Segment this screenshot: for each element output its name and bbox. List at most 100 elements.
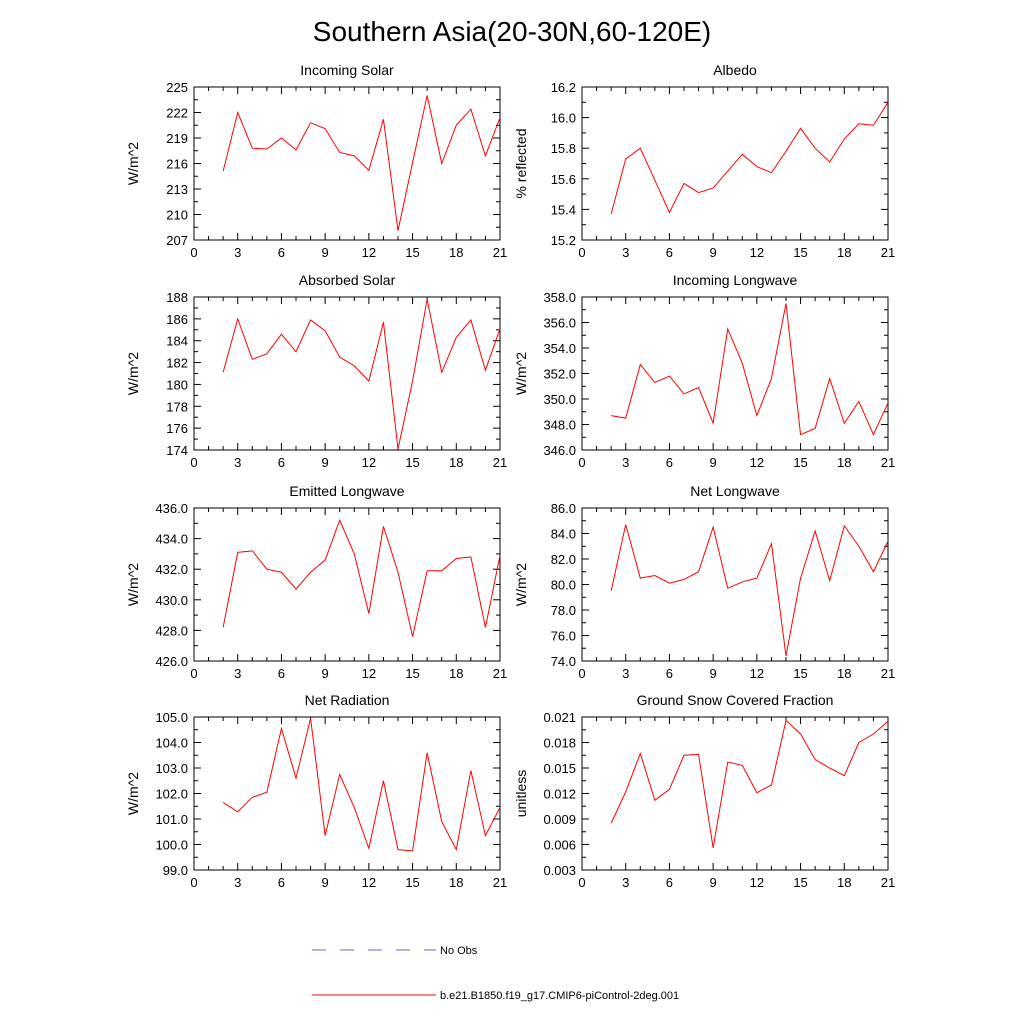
y-tick-label: 0.012 <box>543 787 576 802</box>
y-tick-label: 0.006 <box>543 838 576 853</box>
series-line <box>222 299 501 450</box>
series-line <box>610 719 889 848</box>
y-tick-label: 15.8 <box>551 141 576 156</box>
y-tick-label: 352.0 <box>543 367 576 382</box>
y-tick-label: 186 <box>166 312 188 327</box>
y-axis-label: W/m^2 <box>125 352 141 395</box>
x-tick-label: 21 <box>881 666 895 681</box>
x-tick-label: 0 <box>190 875 197 890</box>
y-axis-label: W/m^2 <box>513 352 529 395</box>
y-tick-label: 84.0 <box>551 527 576 542</box>
x-tick-label: 12 <box>750 245 764 260</box>
y-tick-label: 356.0 <box>543 316 576 331</box>
x-tick-label: 9 <box>322 455 329 470</box>
x-tick-label: 6 <box>666 666 673 681</box>
y-axis-label: % reflected <box>513 128 529 198</box>
y-tick-label: 0.003 <box>543 863 576 878</box>
x-tick-label: 12 <box>362 875 376 890</box>
x-tick-label: 12 <box>362 245 376 260</box>
x-tick-label: 15 <box>793 455 807 470</box>
x-tick-label: 15 <box>405 245 419 260</box>
x-tick-label: 3 <box>234 875 241 890</box>
x-tick-label: 6 <box>666 455 673 470</box>
plot-frame <box>193 716 501 871</box>
y-tick-label: 100.0 <box>155 838 188 853</box>
y-tick-label: 354.0 <box>543 341 576 356</box>
y-tick-label: 346.0 <box>543 443 576 458</box>
y-tick-label: 358.0 <box>543 290 576 305</box>
y-tick-label: 74.0 <box>551 654 576 669</box>
panel-net-longwave: Net Longwave W/m^2 0 3 6 9 12 15 18 21 74.0 76.0 78.… <box>513 483 895 681</box>
y-tick-label: 86.0 <box>551 501 576 516</box>
x-tick-label: 3 <box>622 666 629 681</box>
y-tick-label: 176 <box>166 421 188 436</box>
x-tick-label: 18 <box>449 875 463 890</box>
x-tick-label: 0 <box>578 875 585 890</box>
y-tick-label: 0.021 <box>543 710 576 725</box>
x-tick-label: 18 <box>449 245 463 260</box>
panel-title: Emitted Longwave <box>289 483 404 499</box>
x-tick-label: 0 <box>190 666 197 681</box>
x-tick-label: 0 <box>190 245 197 260</box>
x-tick-label: 15 <box>405 666 419 681</box>
x-tick-label: 6 <box>666 245 673 260</box>
x-tick-label: 3 <box>622 455 629 470</box>
x-tick-label: 3 <box>622 245 629 260</box>
x-tick-label: 21 <box>493 245 507 260</box>
y-tick-label: 104.0 <box>155 736 188 751</box>
y-tick-label: 0.009 <box>543 812 576 827</box>
x-tick-label: 18 <box>837 875 851 890</box>
y-tick-label: 15.6 <box>551 172 576 187</box>
y-tick-label: 15.2 <box>551 233 576 248</box>
legend: No Obs b.e21.B1850.f19_g17.CMIP6-piContr… <box>312 945 679 1002</box>
x-tick-label: 12 <box>362 455 376 470</box>
y-tick-label: 0.015 <box>543 761 576 776</box>
y-tick-label: 182 <box>166 356 188 371</box>
plot-frame <box>581 716 889 871</box>
y-tick-label: 178 <box>166 399 188 414</box>
y-tick-label: 15.4 <box>551 202 576 217</box>
y-axis-label: W/m^2 <box>125 142 141 185</box>
series-line <box>610 524 889 656</box>
x-tick-label: 9 <box>322 875 329 890</box>
y-tick-label: 426.0 <box>155 654 188 669</box>
panel-albedo: Albedo % reflected 0 3 6 9 12 15 18 21 15.2 15.4 15.… <box>513 62 895 260</box>
panel-title: Net Longwave <box>690 483 780 499</box>
x-tick-label: 18 <box>837 455 851 470</box>
y-tick-label: 350.0 <box>543 392 576 407</box>
x-tick-label: 15 <box>405 455 419 470</box>
legend-model-label: b.e21.B1850.f19_g17.CMIP6-piControl-2deg… <box>440 990 679 1002</box>
y-tick-label: 219 <box>166 131 188 146</box>
panel-absorbed-solar: Absorbed Solar W/m^2 0 3 6 9 12 15 18 21 174 176 178… <box>125 272 507 470</box>
y-axis-label: W/m^2 <box>125 563 141 606</box>
y-tick-label: 184 <box>166 334 188 349</box>
plot-frame <box>193 296 501 451</box>
y-tick-label: 101.0 <box>155 812 188 827</box>
x-tick-label: 12 <box>750 455 764 470</box>
series-line <box>222 518 501 637</box>
x-tick-label: 15 <box>405 875 419 890</box>
x-tick-label: 0 <box>578 455 585 470</box>
x-tick-label: 6 <box>278 455 285 470</box>
x-tick-label: 12 <box>750 666 764 681</box>
y-tick-label: 76.0 <box>551 629 576 644</box>
x-tick-label: 3 <box>234 455 241 470</box>
x-tick-label: 9 <box>710 245 717 260</box>
x-tick-label: 0 <box>578 666 585 681</box>
y-tick-label: 434.0 <box>155 532 188 547</box>
x-tick-label: 15 <box>793 875 807 890</box>
panel-title: Incoming Solar <box>300 62 394 78</box>
panel-ground-snow-covered-fraction: Ground Snow Covered Fraction unitless 0 3 6 9… <box>513 692 895 890</box>
y-tick-label: 436.0 <box>155 501 188 516</box>
x-tick-label: 9 <box>322 245 329 260</box>
y-tick-label: 16.0 <box>551 111 576 126</box>
x-tick-label: 3 <box>234 245 241 260</box>
y-tick-label: 430.0 <box>155 593 188 608</box>
x-tick-label: 21 <box>881 455 895 470</box>
plot-frame <box>193 86 501 241</box>
plot-frame <box>193 507 501 662</box>
y-tick-label: 80.0 <box>551 578 576 593</box>
x-tick-label: 6 <box>666 875 673 890</box>
x-tick-label: 9 <box>710 666 717 681</box>
